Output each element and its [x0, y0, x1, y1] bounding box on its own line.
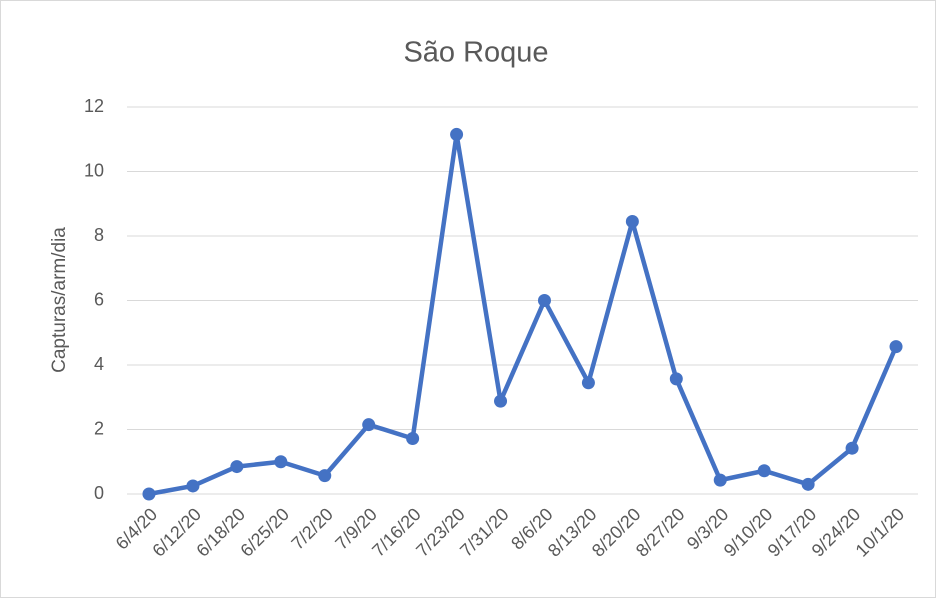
- data-point: [713, 473, 727, 487]
- data-point: [494, 394, 508, 408]
- y-tick-label: 4: [94, 354, 104, 374]
- data-point: [274, 455, 288, 469]
- y-tick-label: 6: [94, 289, 104, 309]
- data-point: [362, 418, 376, 432]
- data-point: [757, 464, 771, 478]
- data-point: [537, 294, 551, 307]
- data-point: [142, 487, 156, 501]
- data-point: [581, 376, 595, 390]
- data-point: [669, 372, 683, 386]
- data-point: [845, 441, 859, 455]
- data-point: [450, 127, 464, 141]
- y-tick-label: 10: [84, 160, 104, 180]
- data-point: [230, 460, 244, 474]
- data-point: [406, 432, 420, 446]
- data-point: [625, 214, 639, 228]
- data-point: [889, 340, 903, 354]
- data-point: [186, 479, 200, 493]
- data-point: [318, 469, 332, 483]
- chart-title: São Roque: [403, 37, 548, 69]
- y-tick-label: 12: [84, 96, 104, 116]
- y-axis-label: Capturas/arm/dia: [49, 227, 70, 373]
- y-tick-label: 8: [94, 225, 104, 245]
- y-tick-label: 2: [94, 418, 104, 438]
- data-point: [801, 477, 815, 491]
- series-line: [148, 132, 899, 497]
- y-tick-label: 0: [94, 483, 104, 503]
